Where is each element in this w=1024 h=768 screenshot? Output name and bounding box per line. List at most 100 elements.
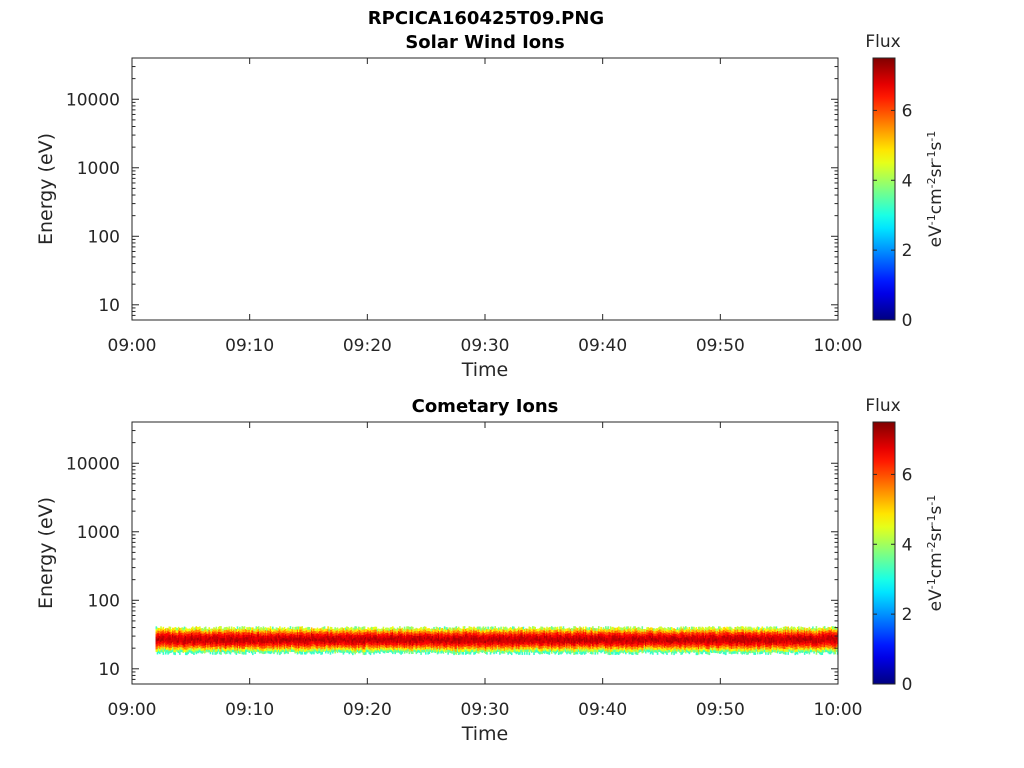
spectrogram-cell xyxy=(535,645,538,648)
spectrogram-cell xyxy=(721,644,724,648)
spectrogram-cell xyxy=(462,629,465,633)
spectrogram-cell xyxy=(374,649,376,653)
spectrogram-cell xyxy=(282,637,285,641)
spectrogram-cell xyxy=(163,631,166,634)
spectrogram-cell xyxy=(726,636,728,640)
spectrogram-cell xyxy=(166,627,168,631)
spectrogram-cell xyxy=(342,641,345,645)
spectrogram-cell xyxy=(314,633,316,636)
spectrogram-cell xyxy=(443,636,446,640)
spectrogram-cell xyxy=(655,630,658,634)
spectrogram-cell xyxy=(161,633,163,636)
spectrogram-cell xyxy=(525,637,527,641)
spectrogram-cell xyxy=(170,633,173,637)
spectrogram-cell xyxy=(534,637,536,640)
spectrogram-cell xyxy=(367,639,369,643)
spectrogram-cell xyxy=(642,631,645,635)
spectrogram-cell xyxy=(170,645,173,649)
spectrogram-cell xyxy=(412,648,414,652)
spectrogram-cell xyxy=(188,645,191,648)
spectrogram-cell xyxy=(662,646,665,650)
spectrogram-cell xyxy=(372,639,374,643)
spectrogram-cell xyxy=(421,640,424,643)
spectrogram-cell xyxy=(672,638,674,641)
spectrogram-cell xyxy=(462,648,465,652)
spectrogram-cell xyxy=(295,637,298,641)
spectrogram-cell xyxy=(244,651,247,655)
spectrogram-cell xyxy=(320,644,322,647)
spectrogram-cell xyxy=(283,648,286,652)
spectrogram-cell xyxy=(555,647,558,651)
spectrogram-cell xyxy=(427,628,429,632)
spectrogram-cell xyxy=(666,646,668,650)
spectrogram-cell xyxy=(227,642,229,645)
spectrogram-cell xyxy=(215,646,218,650)
spectrogram-cell xyxy=(302,644,305,648)
spectrogram-cell xyxy=(402,640,405,643)
spectrogram-cell xyxy=(336,645,339,649)
spectrogram-cell xyxy=(627,628,629,632)
spectrogram-cell xyxy=(728,650,731,654)
spectrogram-cell xyxy=(332,645,334,649)
spectrogram-cell xyxy=(194,647,196,651)
spectrogram-cell xyxy=(639,632,641,636)
spectrogram-cell xyxy=(403,648,406,652)
spectrogram-cell xyxy=(602,627,605,630)
spectrogram-cell xyxy=(450,648,453,652)
spectrogram-cell xyxy=(442,648,445,652)
spectrogram-cell xyxy=(581,643,584,647)
spectrogram-cell xyxy=(233,634,235,638)
spectrogram-cell xyxy=(302,646,305,650)
spectrogram-cell xyxy=(681,646,684,650)
spectrogram-cell xyxy=(573,646,575,650)
spectrogram-cell xyxy=(452,637,454,641)
spectrogram-cell xyxy=(535,631,538,634)
spectrogram-cell xyxy=(713,647,715,650)
spectrogram-cell xyxy=(515,628,518,632)
spectrogram-cell xyxy=(274,642,276,646)
spectrogram-cell xyxy=(446,649,448,653)
spectrogram-cell xyxy=(177,650,180,654)
spectrogram-cell xyxy=(515,648,518,652)
spectrogram-cell xyxy=(286,638,288,641)
spectrogram-cell xyxy=(628,643,631,647)
spectrogram-cell xyxy=(473,632,475,636)
spectrogram-cell xyxy=(606,642,608,646)
spectrogram-cell xyxy=(313,633,315,637)
spectrogram-cell xyxy=(429,642,432,646)
spectrogram-cell xyxy=(688,645,691,649)
spectrogram-cell xyxy=(652,633,654,637)
spectrogram-cell xyxy=(619,640,621,644)
spectrogram-cell xyxy=(687,647,689,651)
spectrogram-cell xyxy=(164,646,167,650)
spectrogram-cell xyxy=(449,627,452,631)
spectrogram-cell xyxy=(502,642,505,646)
spectrogram-cell xyxy=(386,650,388,653)
spectrogram-cell xyxy=(545,635,547,639)
spectrogram-cell xyxy=(469,629,472,633)
spectrogram-cell xyxy=(517,634,520,639)
spectrogram-cell xyxy=(293,647,295,650)
spectrogram-cell xyxy=(606,635,608,639)
spectrogram-cell xyxy=(523,631,526,635)
spectrogram-cell xyxy=(355,649,358,653)
spectrogram-cell xyxy=(690,634,693,638)
spectrogram-cell xyxy=(593,635,595,638)
spectrogram-cell xyxy=(193,638,195,642)
spectrogram-cell xyxy=(419,638,421,641)
spectrogram-cell xyxy=(335,644,338,648)
spectrogram-cell xyxy=(653,630,655,634)
spectrogram-cell xyxy=(353,650,355,653)
spectrogram-cell xyxy=(432,645,434,648)
spectrogram-cell xyxy=(466,633,468,637)
spectrogram-cell xyxy=(277,640,280,643)
spectrogram-cell xyxy=(587,635,589,639)
spectrogram-cell xyxy=(229,644,232,647)
spectrogram-cell xyxy=(187,636,189,640)
spectrogram-cell xyxy=(257,631,260,635)
spectrogram-cell xyxy=(577,644,580,648)
spectrogram-cell xyxy=(680,646,682,650)
spectrogram-cell xyxy=(694,630,697,634)
spectrogram-cell xyxy=(583,636,586,640)
spectrogram-cell xyxy=(339,628,341,632)
